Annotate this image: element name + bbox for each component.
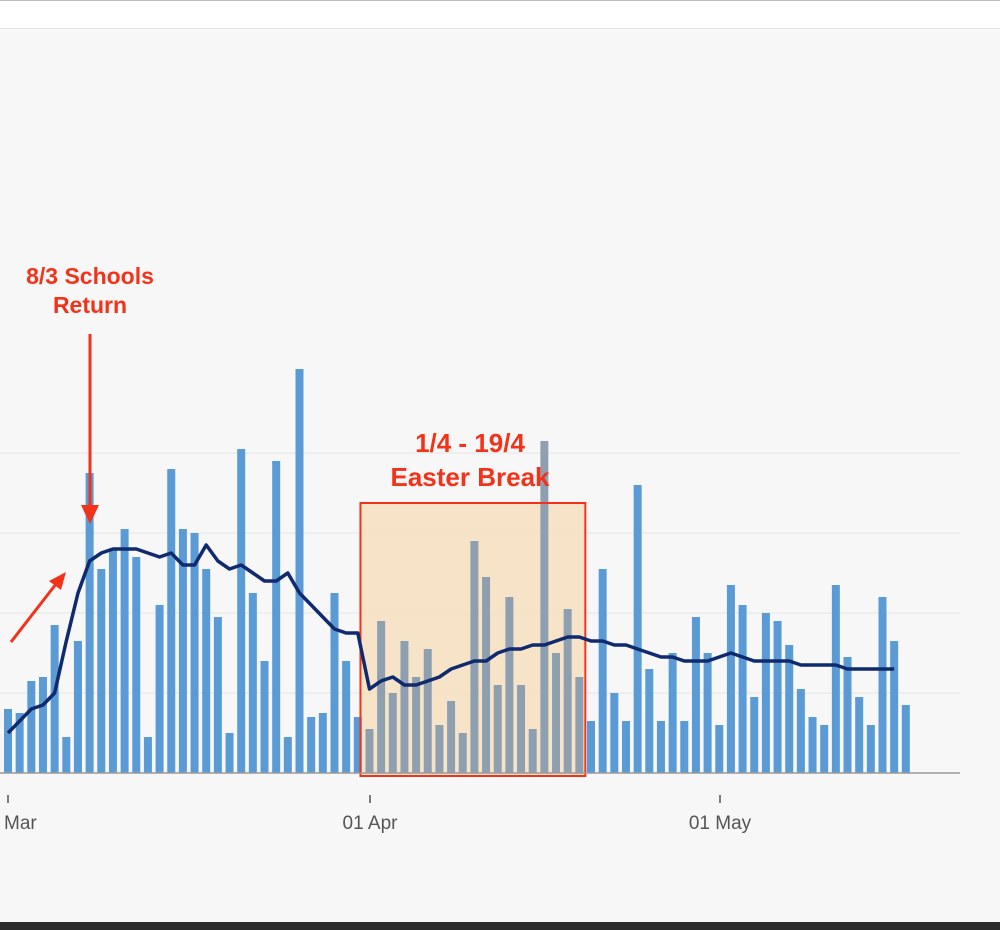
bar <box>167 469 176 773</box>
bar <box>796 689 805 773</box>
bar <box>843 657 852 773</box>
bar <box>85 473 94 773</box>
bar <box>855 697 864 773</box>
bar <box>248 593 257 773</box>
bar <box>598 569 607 773</box>
bar <box>587 721 595 773</box>
bar <box>38 677 47 773</box>
trend-up-arrow-shaft <box>9 583 58 643</box>
schools-return-line-1: 8/3 Schools <box>26 263 154 289</box>
bar <box>901 705 910 773</box>
schools-return-line-2: Return <box>52 292 128 318</box>
bar <box>517 685 526 773</box>
bar <box>482 577 491 773</box>
bar <box>73 641 82 773</box>
bar <box>621 721 630 773</box>
bar <box>808 717 817 773</box>
bar <box>493 685 502 773</box>
bar <box>726 585 735 773</box>
schools-down-arrow-head <box>81 505 99 524</box>
tick-label-mar: Mar <box>4 813 37 834</box>
bar <box>703 653 712 773</box>
bar <box>377 621 386 773</box>
bar <box>237 449 246 773</box>
bar <box>213 617 222 773</box>
bar <box>552 653 561 773</box>
bar <box>307 717 316 773</box>
x-axis-ticks: Mar 01 Apr 01 May <box>4 795 752 834</box>
bar <box>353 717 362 773</box>
bar <box>295 369 304 773</box>
bar <box>423 649 432 773</box>
schools-return-annotation: 8/3 Schools Return <box>0 262 180 320</box>
bar <box>388 693 397 773</box>
easter-break-annotation: 1/4 - 19/4 Easter Break <box>340 426 600 494</box>
tick-label-may: 01 May <box>689 813 752 834</box>
bar <box>318 713 327 773</box>
bar <box>50 625 59 773</box>
bar <box>260 661 269 773</box>
bar <box>668 653 677 773</box>
bar <box>272 461 281 773</box>
bar <box>540 441 549 773</box>
bar <box>62 737 71 773</box>
bar <box>785 645 794 773</box>
bar <box>108 549 117 773</box>
bar <box>4 709 12 773</box>
bar <box>27 681 36 773</box>
bar <box>400 641 409 773</box>
bar <box>132 557 141 773</box>
annotation-arrows <box>9 334 99 643</box>
bar <box>528 729 537 773</box>
bar <box>283 737 292 773</box>
bar <box>750 697 759 773</box>
footer-bar <box>0 922 1000 930</box>
bar <box>342 661 351 773</box>
bar <box>610 693 619 773</box>
bar <box>761 613 770 773</box>
bar <box>831 585 840 773</box>
bar <box>225 733 234 773</box>
bar <box>738 605 747 773</box>
bar <box>691 617 700 773</box>
trend-up-arrow-head <box>49 572 66 590</box>
bar <box>143 737 152 773</box>
bar <box>155 605 164 773</box>
bar <box>820 725 829 773</box>
bar <box>15 713 24 773</box>
bar <box>633 485 642 773</box>
bar <box>575 677 584 773</box>
bar <box>120 529 129 773</box>
bar <box>715 725 724 773</box>
bar <box>645 669 654 773</box>
bar-series <box>4 369 910 773</box>
bar <box>656 721 665 773</box>
bar <box>866 725 875 773</box>
bar <box>365 729 374 773</box>
bar <box>178 529 187 773</box>
bar <box>412 677 421 773</box>
top-rule <box>0 0 1000 29</box>
easter-break-line-1: 1/4 - 19/4 <box>415 428 525 458</box>
bar <box>563 609 572 773</box>
bar <box>447 701 456 773</box>
bar <box>190 533 199 773</box>
bar <box>878 597 887 773</box>
bar <box>97 569 106 773</box>
bar <box>202 569 211 773</box>
bar <box>330 593 339 773</box>
tick-label-apr: 01 Apr <box>343 813 399 834</box>
bar <box>435 725 444 773</box>
easter-break-line-2: Easter Break <box>390 462 550 492</box>
bar <box>505 597 514 773</box>
bar <box>773 621 782 773</box>
bar <box>680 721 689 773</box>
bar <box>470 541 479 773</box>
bar <box>458 733 467 773</box>
average-line <box>6 543 895 735</box>
bar <box>890 641 899 773</box>
